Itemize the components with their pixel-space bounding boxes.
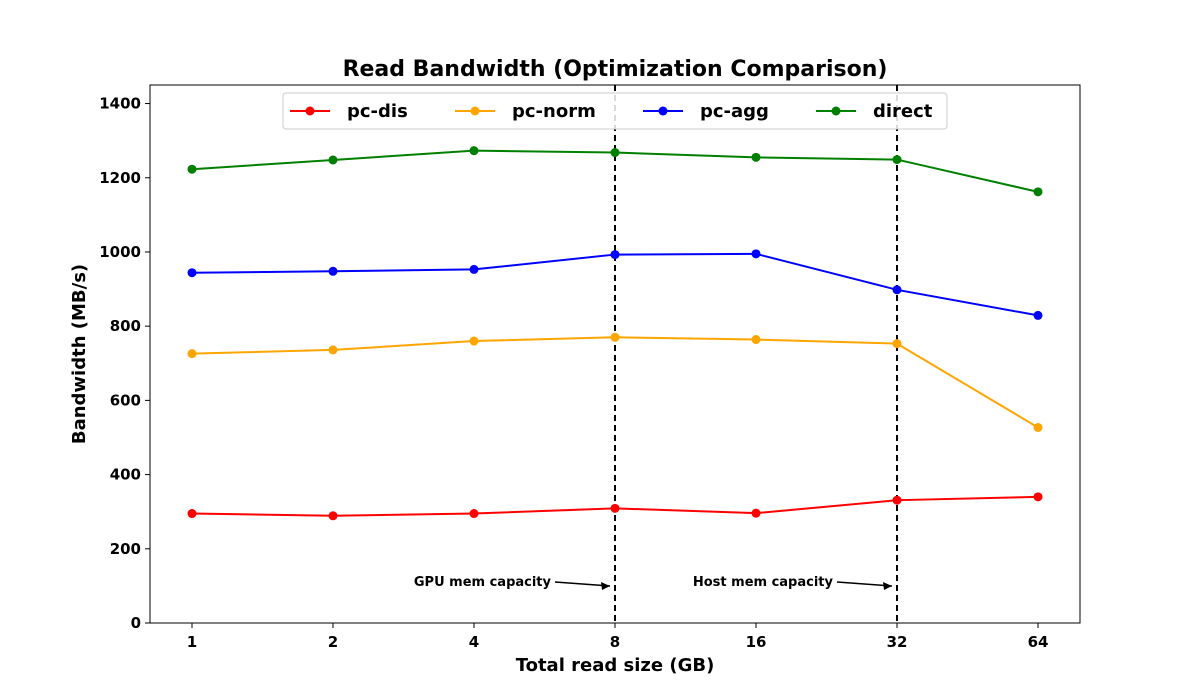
data-point-direct (328, 155, 338, 165)
data-point-direct (1033, 187, 1043, 197)
legend-swatch-marker (470, 106, 480, 116)
data-point-pc-agg (892, 285, 902, 295)
data-point-pc-norm (469, 336, 479, 346)
legend-swatch-marker (831, 106, 841, 116)
data-point-pc-dis (1033, 492, 1043, 502)
data-point-pc-norm (328, 345, 338, 355)
data-point-pc-norm (187, 349, 197, 359)
annotation-arrow-head (601, 582, 610, 590)
x-axis-label: Total read size (GB) (516, 655, 715, 676)
y-tick-label: 200 (110, 540, 141, 558)
chart-title: Read Bandwidth (Optimization Comparison) (343, 57, 888, 82)
data-point-pc-dis (328, 511, 338, 521)
y-axis-label: Bandwidth (MB/s) (69, 264, 90, 444)
capacity-annotation: GPU mem capacity (414, 575, 552, 590)
data-point-pc-norm (1033, 422, 1043, 432)
legend-swatch-marker (305, 106, 315, 116)
data-point-pc-agg (469, 264, 479, 274)
data-point-pc-norm (610, 332, 620, 342)
data-point-pc-agg (610, 250, 620, 260)
y-tick-label: 0 (131, 614, 141, 632)
x-tick-label: 2 (328, 633, 338, 651)
data-point-pc-dis (892, 495, 902, 505)
plot-area: 0 200 400 600 800 1000 1200 1400 1 2 4 8 16 32 64 GPU m… (99, 84, 1081, 651)
data-point-pc-dis (751, 508, 761, 518)
y-tick-label: 1000 (99, 243, 141, 261)
y-tick-label: 1200 (99, 169, 141, 187)
legend-swatch-marker (658, 106, 668, 116)
capacity-annotation: Host mem capacity (693, 575, 834, 590)
data-point-direct (892, 155, 902, 165)
y-tick-label: 600 (110, 391, 141, 409)
data-point-direct (751, 152, 761, 162)
y-tick-label: 400 (110, 466, 141, 484)
x-tick-label: 1 (187, 633, 197, 651)
annotation-arrow-head (883, 582, 892, 590)
x-tick-label: 16 (746, 633, 767, 651)
data-point-direct (610, 148, 620, 158)
legend-label: direct (873, 101, 933, 122)
data-point-pc-agg (187, 268, 197, 278)
x-tick-label: 32 (887, 633, 908, 651)
x-tick-label: 4 (469, 633, 479, 651)
data-point-pc-agg (1033, 310, 1043, 320)
annotation-arrow-shaft (554, 581, 611, 587)
data-point-direct (187, 164, 197, 174)
x-tick-label: 64 (1028, 633, 1049, 651)
data-point-pc-dis (469, 509, 479, 519)
y-tick-label: 1400 (99, 95, 141, 113)
data-point-pc-dis (610, 503, 620, 513)
legend-label: pc-agg (700, 101, 769, 122)
data-point-pc-agg (328, 266, 338, 276)
legend-box (282, 92, 948, 130)
data-point-direct (469, 146, 479, 156)
legend-label: pc-norm (512, 101, 596, 122)
data-point-pc-norm (892, 339, 902, 349)
y-tick-label: 800 (110, 317, 141, 335)
legend: pc-dis pc-norm pc-agg direct (282, 92, 948, 130)
annotation-arrow-shaft (836, 581, 893, 587)
data-point-pc-norm (751, 335, 761, 345)
legend-label: pc-dis (347, 101, 408, 122)
x-tick-label: 8 (610, 633, 620, 651)
data-point-pc-dis (187, 509, 197, 519)
data-point-pc-agg (751, 249, 761, 259)
